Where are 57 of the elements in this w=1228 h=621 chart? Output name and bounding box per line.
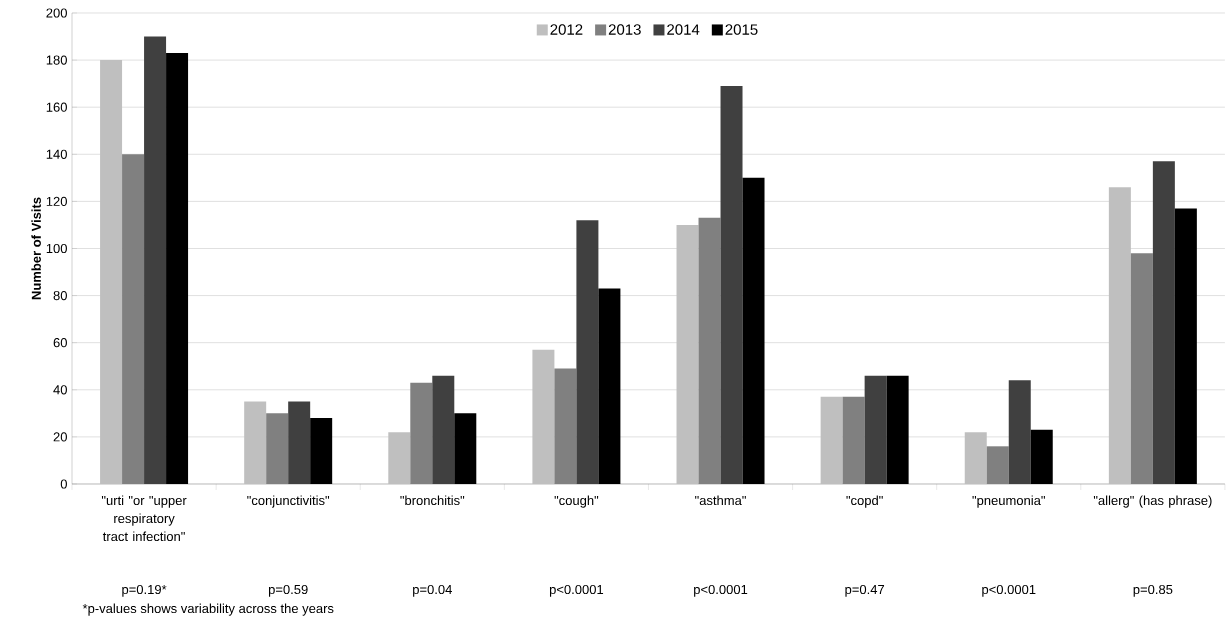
bar	[1152, 161, 1175, 484]
y-tick-label: 20	[53, 432, 67, 442]
bar	[1108, 187, 1131, 484]
y-tick-label: 200	[46, 8, 67, 18]
x-tick-label: "copd"	[846, 495, 883, 508]
y-tick-label: 160	[46, 102, 67, 112]
y-tick-label: 140	[46, 149, 67, 159]
x-tick-label: "bronchitis"	[400, 495, 465, 506]
y-tick-label: 40	[53, 385, 67, 395]
x-tick-label: "conjunctivitis"	[247, 495, 330, 508]
text: p<0.0001	[982, 584, 1036, 597]
bar	[454, 413, 477, 484]
x-tick-label: "cough"	[554, 495, 599, 508]
bar	[432, 375, 455, 484]
bar	[1008, 380, 1031, 484]
bar	[288, 401, 311, 484]
bar	[864, 375, 887, 484]
bar	[886, 375, 909, 484]
bar	[598, 288, 621, 484]
bar	[720, 85, 743, 484]
bar	[676, 224, 699, 484]
legend-label: 2013	[608, 24, 641, 35]
bar	[1174, 208, 1197, 484]
bar	[166, 53, 189, 484]
legend-label: 2012	[550, 24, 583, 35]
bar	[244, 401, 267, 484]
y-tick-label: 0	[60, 479, 67, 489]
bar	[1030, 429, 1053, 484]
text: p=0.85	[1133, 584, 1173, 597]
text: p=0.47	[845, 584, 885, 597]
y-tick-label: 80	[53, 290, 67, 301]
y-tick-label: 100	[46, 243, 67, 254]
bar	[144, 36, 167, 484]
text: p=0.19*	[122, 584, 167, 597]
bar	[820, 396, 843, 484]
bar	[532, 349, 555, 484]
bar	[742, 177, 765, 484]
bar	[310, 418, 333, 484]
text: p<0.0001	[694, 584, 748, 597]
x-tick-label: "asthma"	[695, 495, 746, 506]
x-tick-label: "pneumonia"	[972, 495, 1045, 508]
bar	[576, 220, 599, 484]
text: p<0.0001	[549, 584, 604, 597]
x-tick-label: "allerg" (has phrase)	[1093, 495, 1212, 508]
bar	[388, 432, 411, 484]
y-axis-title: Number of Visits	[31, 197, 41, 300]
x-tick-label: "urti "or "upper respiratory tract infection"	[101, 495, 187, 542]
text: *p-values shows variability across the years	[82, 603, 334, 616]
text: p=0.04	[413, 584, 452, 597]
bar	[100, 60, 123, 484]
text: p=0.59	[268, 584, 308, 597]
bar	[964, 432, 987, 484]
legend-label: 2015	[725, 24, 758, 35]
y-tick-label: 180	[46, 55, 67, 65]
legend-label: 2014	[667, 24, 700, 35]
y-tick-label: 120	[46, 196, 67, 206]
y-tick-label: 60	[53, 338, 67, 348]
